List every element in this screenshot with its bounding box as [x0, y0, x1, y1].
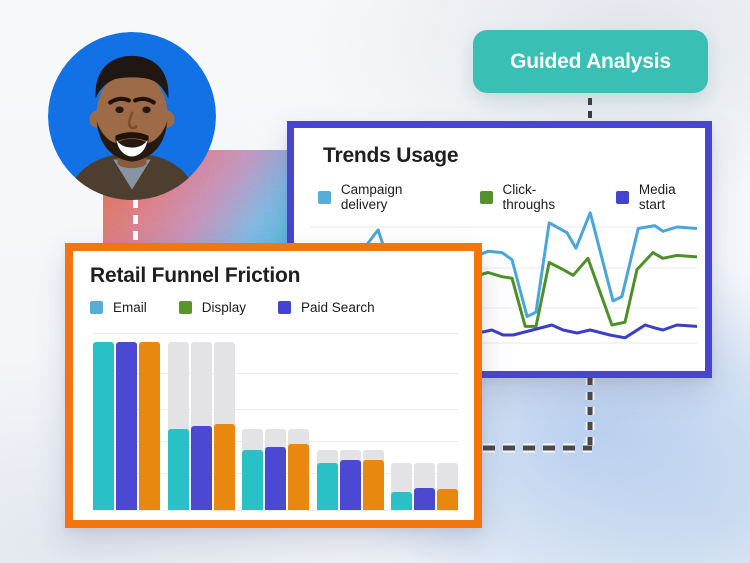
bar-fill [139, 341, 160, 510]
bar-display [116, 341, 137, 510]
bar-fill [265, 447, 286, 510]
legend-swatch-click-throughs [479, 190, 493, 204]
connector-dashed-bottom [483, 377, 595, 453]
legend-swatch-display [178, 301, 192, 314]
legend-label: Campaign delivery [340, 182, 403, 212]
retail-legend: Email Display Paid Search [90, 300, 474, 315]
bar-fill [190, 425, 212, 510]
person-illustration [48, 32, 216, 200]
bar-email [391, 342, 412, 510]
bar-paid-search [288, 342, 309, 510]
bar-fill [116, 341, 137, 510]
bar-paid-search [213, 341, 235, 510]
legend-swatch-paid-search [278, 301, 292, 314]
legend-item-paid-search: Paid Search [278, 300, 375, 315]
bar-email [316, 342, 338, 510]
bar-email [167, 341, 189, 510]
legend-label: Media start [638, 182, 676, 212]
gridline [93, 372, 458, 374]
bar-groups [93, 341, 458, 510]
bar-display [414, 342, 435, 510]
bar-fill [288, 444, 309, 510]
trends-legend: Campaign delivery Click-throughs Media s… [318, 182, 705, 212]
guided-analysis-button[interactable]: Guided Analysis [473, 30, 708, 93]
legend-label: Email [113, 300, 147, 315]
bar-group-3 [242, 342, 309, 510]
legend-label: Click-throughs [502, 182, 556, 212]
bar-fill [391, 491, 412, 510]
legend-swatch-media-start [616, 190, 629, 204]
legend-label: Display [201, 300, 247, 315]
gridline [93, 332, 458, 334]
bar-fill [362, 459, 384, 510]
bar-fill [213, 424, 235, 510]
legend-swatch-campaign-delivery [318, 190, 331, 204]
bar-group-2 [167, 341, 235, 510]
gridline [93, 408, 458, 410]
legend-label: Paid Search [301, 300, 375, 315]
bar-fill [167, 429, 189, 510]
bar-fill [339, 459, 361, 510]
legend-item-media-start: Media start [616, 182, 705, 212]
bar-display [190, 341, 212, 510]
trends-title: Trends Usage [323, 144, 459, 167]
connector-dashed-top [588, 98, 592, 120]
bar-group-4 [316, 342, 384, 510]
bar-paid-search [139, 341, 160, 510]
bar-paid-search [437, 342, 458, 510]
retail-title: Retail Funnel Friction [90, 264, 301, 287]
retail-funnel-card: Retail Funnel Friction Email Display Pai… [65, 243, 482, 528]
bar-email [93, 341, 114, 510]
legend-swatch-email [90, 301, 103, 314]
guided-analysis-label: Guided Analysis [510, 49, 671, 73]
retail-bar-chart [93, 332, 458, 511]
bar-fill [437, 489, 458, 510]
bar-fill [316, 462, 338, 510]
bar-display [265, 342, 286, 510]
bar-display [339, 342, 361, 510]
legend-item-email: Email [90, 300, 147, 315]
bar-fill [414, 488, 435, 510]
bar-email [242, 342, 263, 510]
bar-group-5 [391, 342, 458, 510]
legend-item-campaign-delivery: Campaign delivery [318, 182, 452, 212]
avatar [48, 32, 216, 200]
legend-item-display: Display [178, 300, 247, 315]
bar-fill [242, 449, 263, 510]
bar-group-1 [93, 341, 160, 510]
legend-item-click-throughs: Click-throughs [479, 182, 588, 212]
bar-fill [93, 341, 114, 510]
bar-paid-search [362, 342, 384, 510]
dashed-line-white [133, 199, 138, 244]
